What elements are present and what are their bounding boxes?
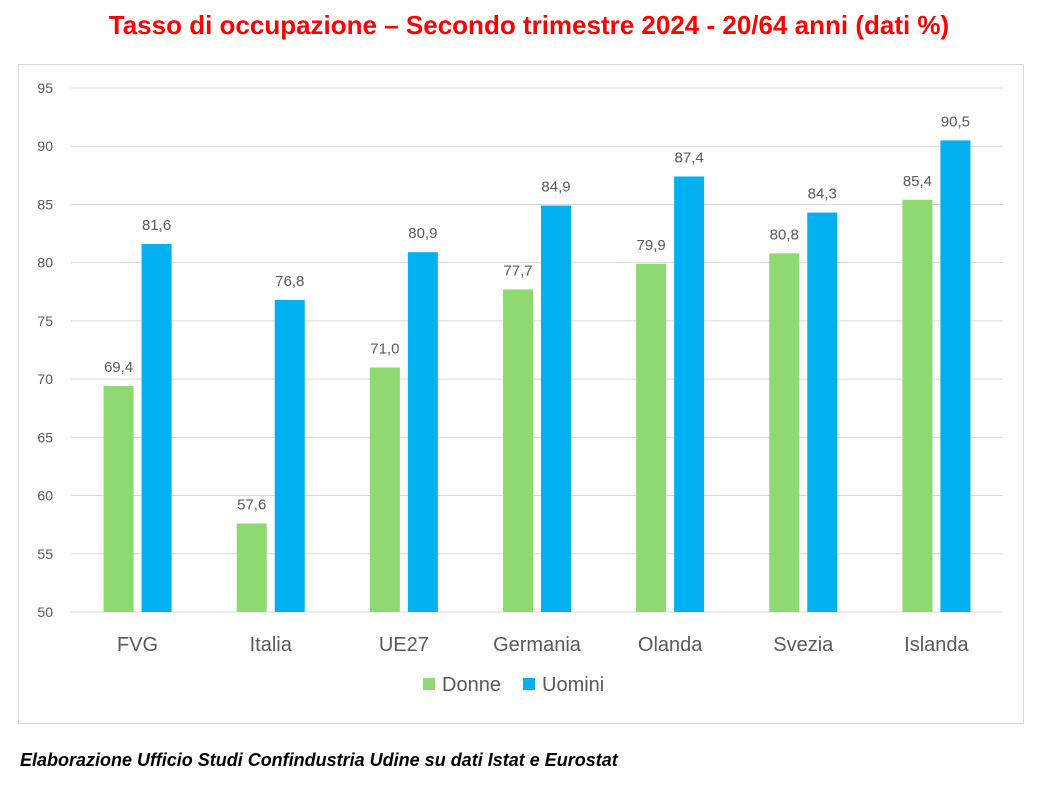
data-label: 71,0 (370, 340, 399, 357)
y-tick-label: 75 (37, 313, 53, 329)
data-label: 69,4 (104, 359, 133, 376)
x-tick-label: Olanda (638, 634, 703, 656)
data-label: 84,3 (808, 186, 837, 203)
legend-label-uomini: Uomini (542, 674, 604, 696)
y-tick-label: 90 (37, 138, 53, 154)
source-note: Elaborazione Ufficio Studi Confindustria… (20, 750, 618, 770)
data-label: 81,6 (142, 217, 171, 234)
data-label: 90,5 (941, 113, 970, 130)
bar-uomini (141, 244, 172, 612)
bar-donne (503, 289, 533, 612)
y-tick-label: 65 (37, 429, 53, 445)
bar-donne (902, 199, 933, 612)
data-label: 80,9 (408, 225, 437, 242)
bar-uomini (407, 252, 438, 613)
data-label: 77,7 (503, 262, 532, 279)
x-tick-label: FVG (117, 634, 158, 656)
y-tick-label: 95 (37, 80, 53, 96)
data-label: 79,9 (637, 237, 666, 254)
bar-donne (103, 386, 134, 612)
data-label: 57,6 (237, 497, 266, 514)
bar-uomini (674, 176, 705, 612)
x-tick-label: Germania (493, 634, 582, 656)
bar-donne (369, 367, 400, 612)
data-label: 76,8 (275, 273, 304, 290)
y-tick-label: 85 (37, 196, 53, 212)
legend-swatch-donne (423, 678, 435, 690)
legend-swatch-uomini (523, 678, 535, 690)
bar-chart: 50 55 60 65 70 75 80 85 90 95 69,4 81,6 FVG 57,6 76,8 I… (37, 80, 1003, 696)
x-tick-label: Svezia (773, 634, 834, 656)
data-label: 85,4 (903, 173, 932, 190)
bar-uomini (940, 140, 971, 612)
y-tick-label: 80 (37, 255, 53, 271)
bar-donne (636, 263, 667, 612)
bar-donne (236, 523, 267, 612)
y-tick-label: 60 (37, 488, 53, 504)
y-tick-label: 55 (37, 546, 53, 562)
bar-uomini (274, 299, 305, 612)
bar-uomini (541, 205, 571, 612)
data-label: 80,8 (770, 226, 799, 243)
bar-uomini (807, 212, 838, 612)
x-tick-label: Islanda (904, 634, 969, 656)
x-tick-label: UE27 (379, 634, 429, 656)
y-tick-label: 70 (37, 371, 53, 387)
chart-area: 50 55 60 65 70 75 80 85 90 95 69,4 81,6 FVG 57,6 76,8 I… (18, 64, 1024, 724)
data-label: 84,9 (541, 179, 570, 196)
y-tick-label: 50 (37, 604, 53, 620)
chart-title: Tasso di occupazione – Secondo trimestre… (108, 10, 950, 40)
legend-label-donne: Donne (442, 674, 501, 696)
data-label: 87,4 (675, 149, 704, 166)
x-tick-label: Italia (250, 634, 293, 656)
bar-donne (769, 253, 800, 612)
